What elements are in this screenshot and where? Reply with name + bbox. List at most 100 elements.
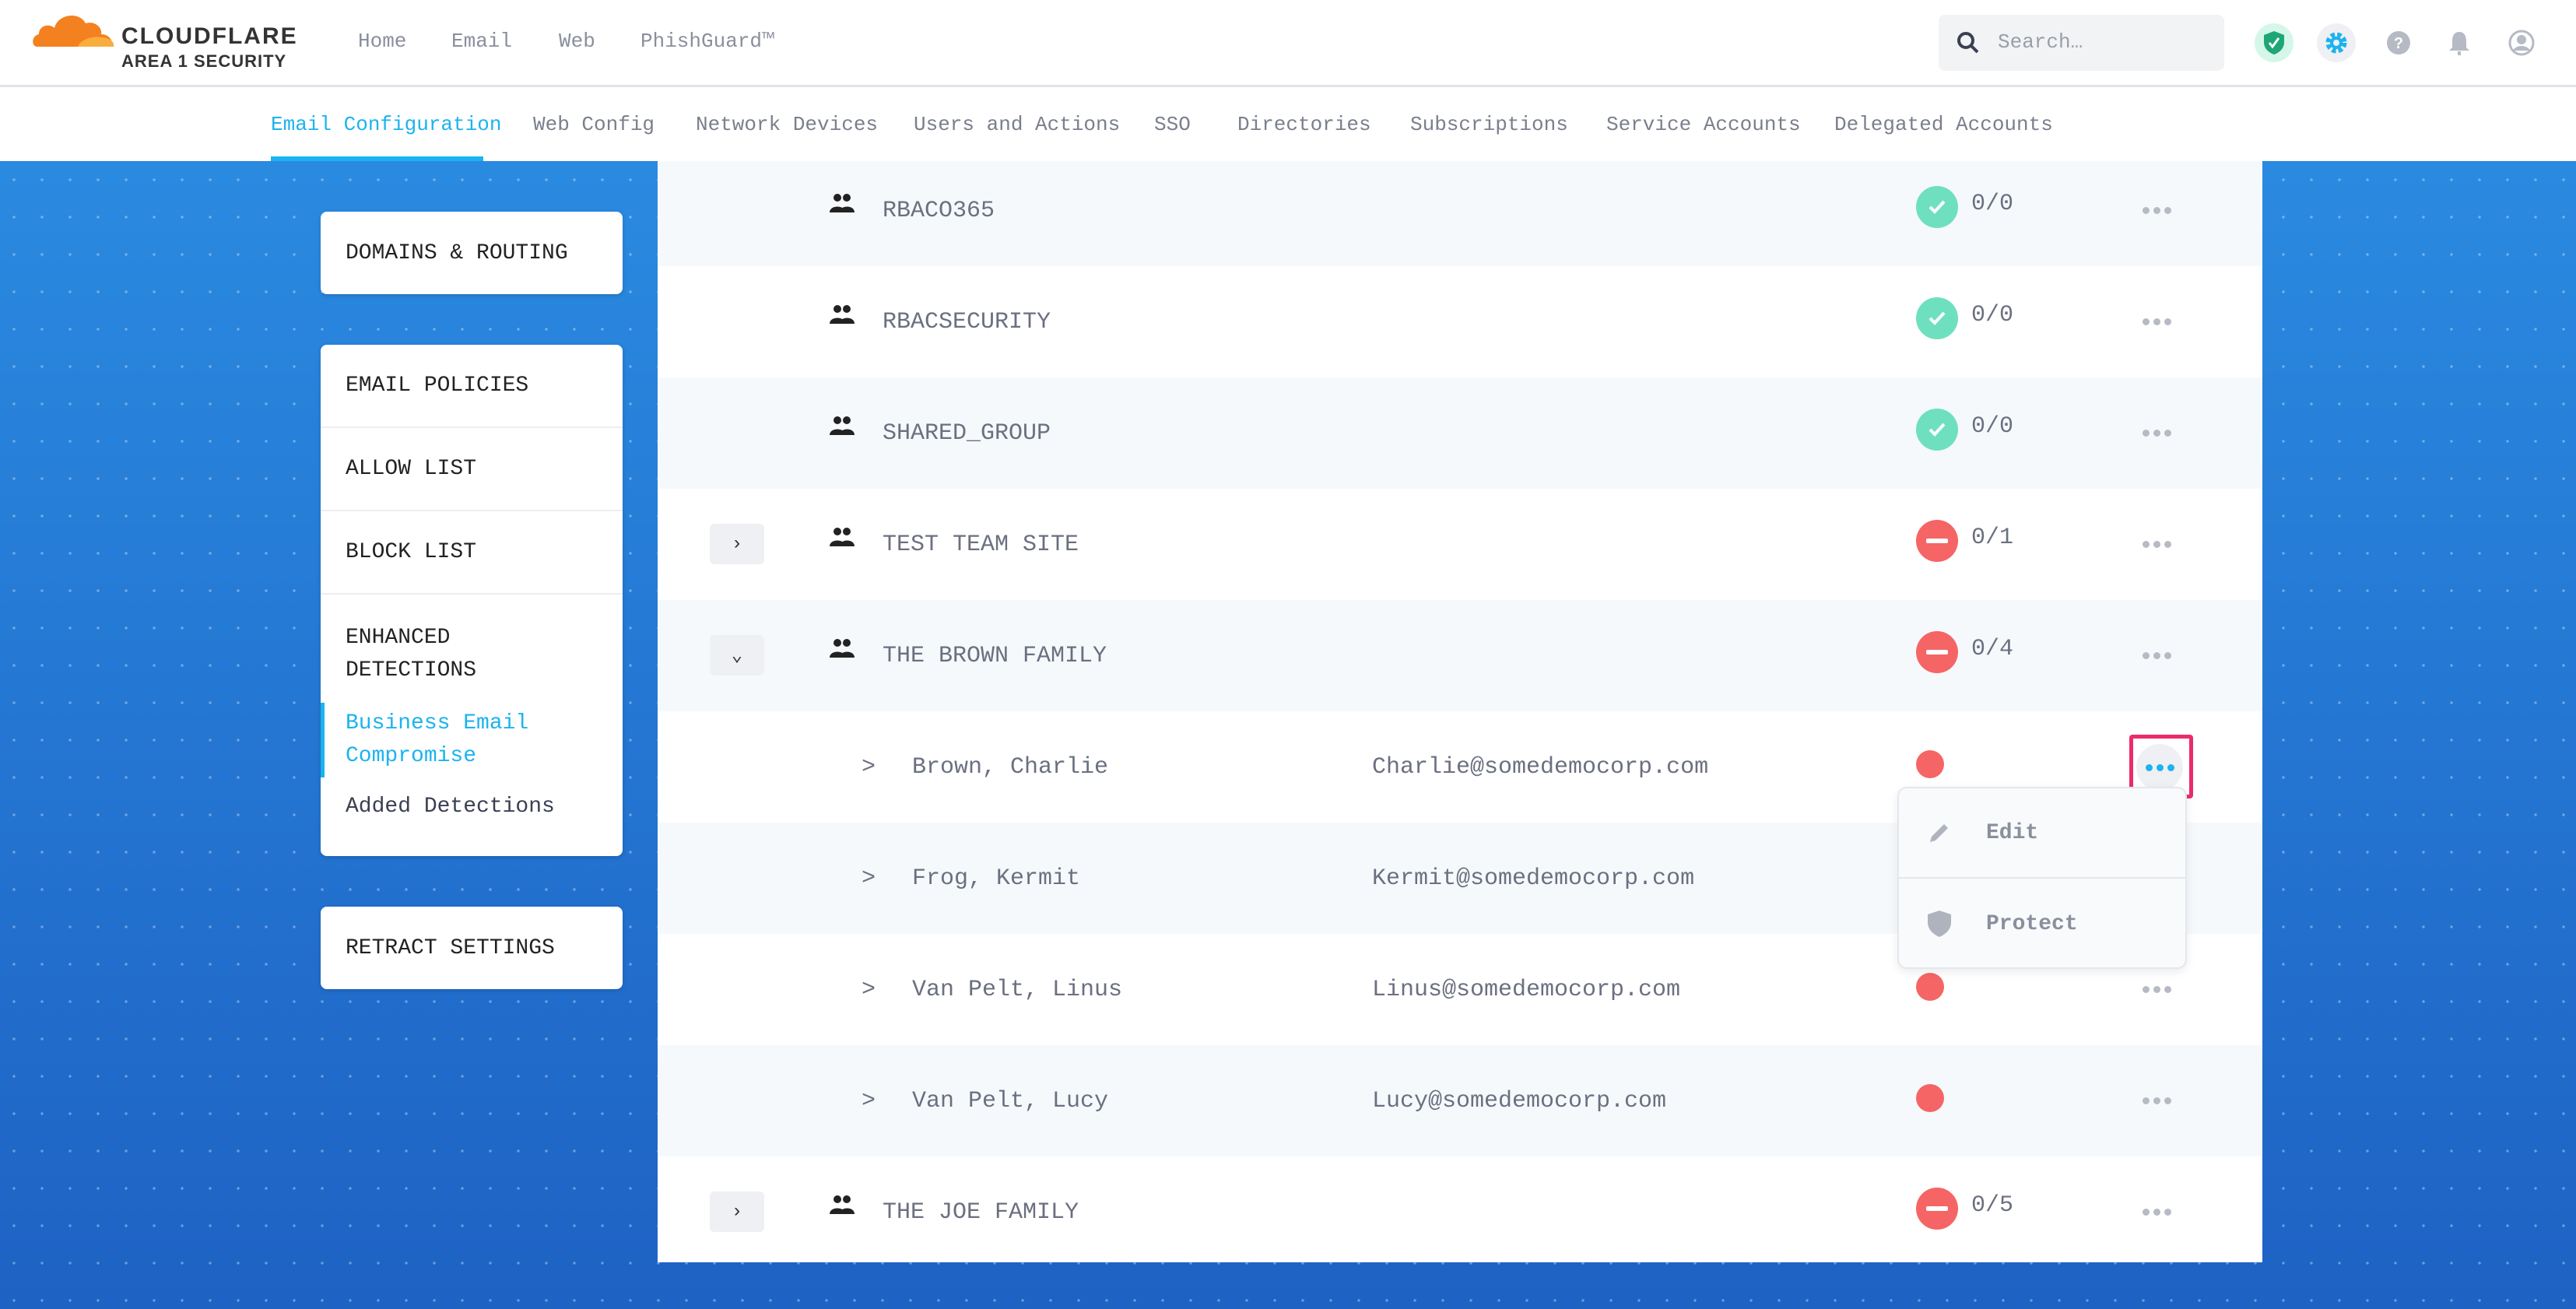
search-input[interactable]: Search…: [1939, 15, 2224, 71]
group-name: SHARED_GROUP: [883, 419, 1051, 447]
group-count: 0/0: [1971, 190, 2014, 217]
sidebar-item-allow-list[interactable]: ALLOW LIST: [321, 428, 623, 511]
menu-protect-label: Protect: [1986, 911, 2078, 936]
gear-icon[interactable]: [2317, 23, 2356, 62]
group-name: THE JOE FAMILY: [883, 1198, 1079, 1226]
tab-web-config[interactable]: Web Config: [533, 113, 655, 136]
expand-member-arrow[interactable]: >: [862, 976, 876, 1003]
member-name: Van Pelt, Lucy: [912, 1087, 1109, 1114]
member-name: Brown, Charlie: [912, 753, 1109, 781]
nav-phishguard[interactable]: PhishGuard™: [640, 30, 774, 53]
member-email: Kermit@somedemocorp.com: [1372, 865, 1695, 892]
group-name: RBACSECURITY: [883, 308, 1051, 335]
more-options-button[interactable]: [2136, 744, 2183, 791]
sidebar-item-enhanced-detections[interactable]: ENHANCED DETECTIONS: [346, 626, 477, 683]
group-count: 0/0: [1971, 301, 2014, 328]
more-options-button[interactable]: [2143, 1202, 2177, 1222]
group-row[interactable]: › TEST TEAM SITE 0/1: [658, 489, 2262, 600]
member-row[interactable]: > Van Pelt, Lucy Lucy@somedemocorp.com: [658, 1045, 2262, 1156]
expand-toggle-button[interactable]: ⌄: [710, 635, 764, 676]
group-row[interactable]: RBACO365 0/0: [658, 161, 2262, 266]
tab-service-accounts[interactable]: Service Accounts: [1606, 113, 1801, 136]
group-icon: [829, 304, 855, 329]
pencil-icon: [1930, 824, 1948, 842]
member-email: Lucy@somedemocorp.com: [1372, 1087, 1667, 1114]
group-count: 0/4: [1971, 635, 2014, 662]
expand-toggle-button[interactable]: ›: [710, 1191, 764, 1232]
expand-member-arrow[interactable]: >: [862, 753, 876, 781]
status-dot: [1916, 1084, 1944, 1112]
check-circle-icon: [1916, 186, 1958, 228]
row-actions-menu: Edit Protect: [1897, 787, 2187, 969]
tab-users-and-actions[interactable]: Users and Actions: [914, 113, 1121, 136]
group-row[interactable]: RBACSECURITY 0/0: [658, 266, 2262, 377]
member-row[interactable]: > Brown, Charlie Charlie@somedemocorp.com: [658, 711, 2262, 823]
more-options-button[interactable]: [2143, 200, 2177, 220]
more-options-button[interactable]: [2143, 423, 2177, 443]
group-icon: [829, 192, 855, 218]
group-name: THE BROWN FAMILY: [883, 642, 1107, 669]
expand-toggle-button[interactable]: ›: [710, 524, 764, 564]
more-options-button[interactable]: [2143, 534, 2177, 554]
sidebar-card-domains: DOMAINS & ROUTING: [321, 212, 623, 294]
tab-network-devices[interactable]: Network Devices: [696, 113, 879, 136]
group-icon: [829, 637, 855, 663]
group-icon: [829, 526, 855, 552]
tab-directories[interactable]: Directories: [1237, 113, 1371, 136]
more-options-button[interactable]: [2143, 979, 2177, 999]
member-name: Frog, Kermit: [912, 865, 1081, 892]
menu-edit-label: Edit: [1986, 820, 2039, 845]
cloudflare-logo-icon: [33, 15, 114, 47]
search-placeholder: Search…: [1998, 30, 2083, 54]
more-options-button[interactable]: [2143, 1090, 2177, 1111]
sidebar-item-business-email-compromise[interactable]: Business Email Compromise: [346, 711, 529, 768]
tab-email-configuration[interactable]: Email Configuration: [271, 113, 502, 136]
shield-check-icon[interactable]: [2255, 23, 2293, 62]
help-icon[interactable]: ?: [2379, 23, 2418, 62]
sidebar-item-domains-routing[interactable]: DOMAINS & ROUTING: [346, 240, 568, 265]
active-item-indicator: [321, 703, 325, 777]
group-row[interactable]: › THE JOE FAMILY 0/5: [658, 1156, 2262, 1262]
shield-icon: [1928, 911, 1951, 937]
menu-item-protect[interactable]: Protect: [1899, 879, 2185, 969]
sidebar-item-retract-settings[interactable]: RETRACT SETTINGS: [346, 935, 555, 960]
bell-icon[interactable]: [2440, 23, 2479, 62]
more-options-button[interactable]: [2143, 311, 2177, 332]
search-icon: [1957, 32, 1979, 54]
config-tabs: Email Configuration Web Config Network D…: [0, 89, 2576, 161]
brand-product: AREA 1 SECURITY: [121, 51, 287, 71]
group-row[interactable]: ⌄ THE BROWN FAMILY 0/4: [658, 600, 2262, 711]
group-count: 0/1: [1971, 524, 2014, 551]
check-circle-icon: [1916, 297, 1958, 339]
svg-text:?: ?: [2394, 35, 2403, 52]
group-row[interactable]: SHARED_GROUP 0/0: [658, 377, 2262, 489]
tab-subscriptions[interactable]: Subscriptions: [1410, 113, 1568, 136]
user-icon[interactable]: [2502, 23, 2541, 62]
more-options-button[interactable]: [2143, 645, 2177, 665]
expand-member-arrow[interactable]: >: [862, 865, 876, 892]
brand-name: CLOUDFLARE: [121, 23, 298, 49]
member-name: Van Pelt, Linus: [912, 976, 1123, 1003]
group-icon: [829, 415, 855, 440]
group-name: TEST TEAM SITE: [883, 531, 1079, 558]
status-dot: [1916, 973, 1944, 1001]
sidebar-item-email-policies[interactable]: EMAIL POLICIES: [321, 345, 623, 428]
nav-web[interactable]: Web: [559, 30, 595, 53]
nav-home[interactable]: Home: [358, 30, 407, 53]
group-count: 0/0: [1971, 412, 2014, 440]
tab-sso[interactable]: SSO: [1154, 113, 1191, 136]
blocked-circle-icon: [1916, 520, 1958, 562]
menu-item-edit[interactable]: Edit: [1899, 788, 2185, 879]
active-tab-indicator: [271, 156, 483, 161]
sidebar-item-added-detections[interactable]: Added Detections: [346, 795, 555, 819]
group-name: RBACO365: [883, 197, 995, 224]
nav-email[interactable]: Email: [451, 30, 513, 53]
tab-delegated-accounts[interactable]: Delegated Accounts: [1834, 113, 2053, 136]
expand-member-arrow[interactable]: >: [862, 1087, 876, 1114]
sidebar-card-policies: EMAIL POLICIES ALLOW LIST BLOCK LIST ENH…: [321, 345, 623, 856]
group-icon: [829, 1194, 855, 1220]
sidebar-item-block-list[interactable]: BLOCK LIST: [321, 511, 623, 595]
member-row[interactable]: > Van Pelt, Linus Linus@somedemocorp.com: [658, 934, 2262, 1045]
groups-table: RBACO365 0/0 RBACSECURITY 0/0 SHARED_GROUP 0/…: [658, 161, 2262, 1262]
blocked-circle-icon: [1916, 631, 1958, 673]
